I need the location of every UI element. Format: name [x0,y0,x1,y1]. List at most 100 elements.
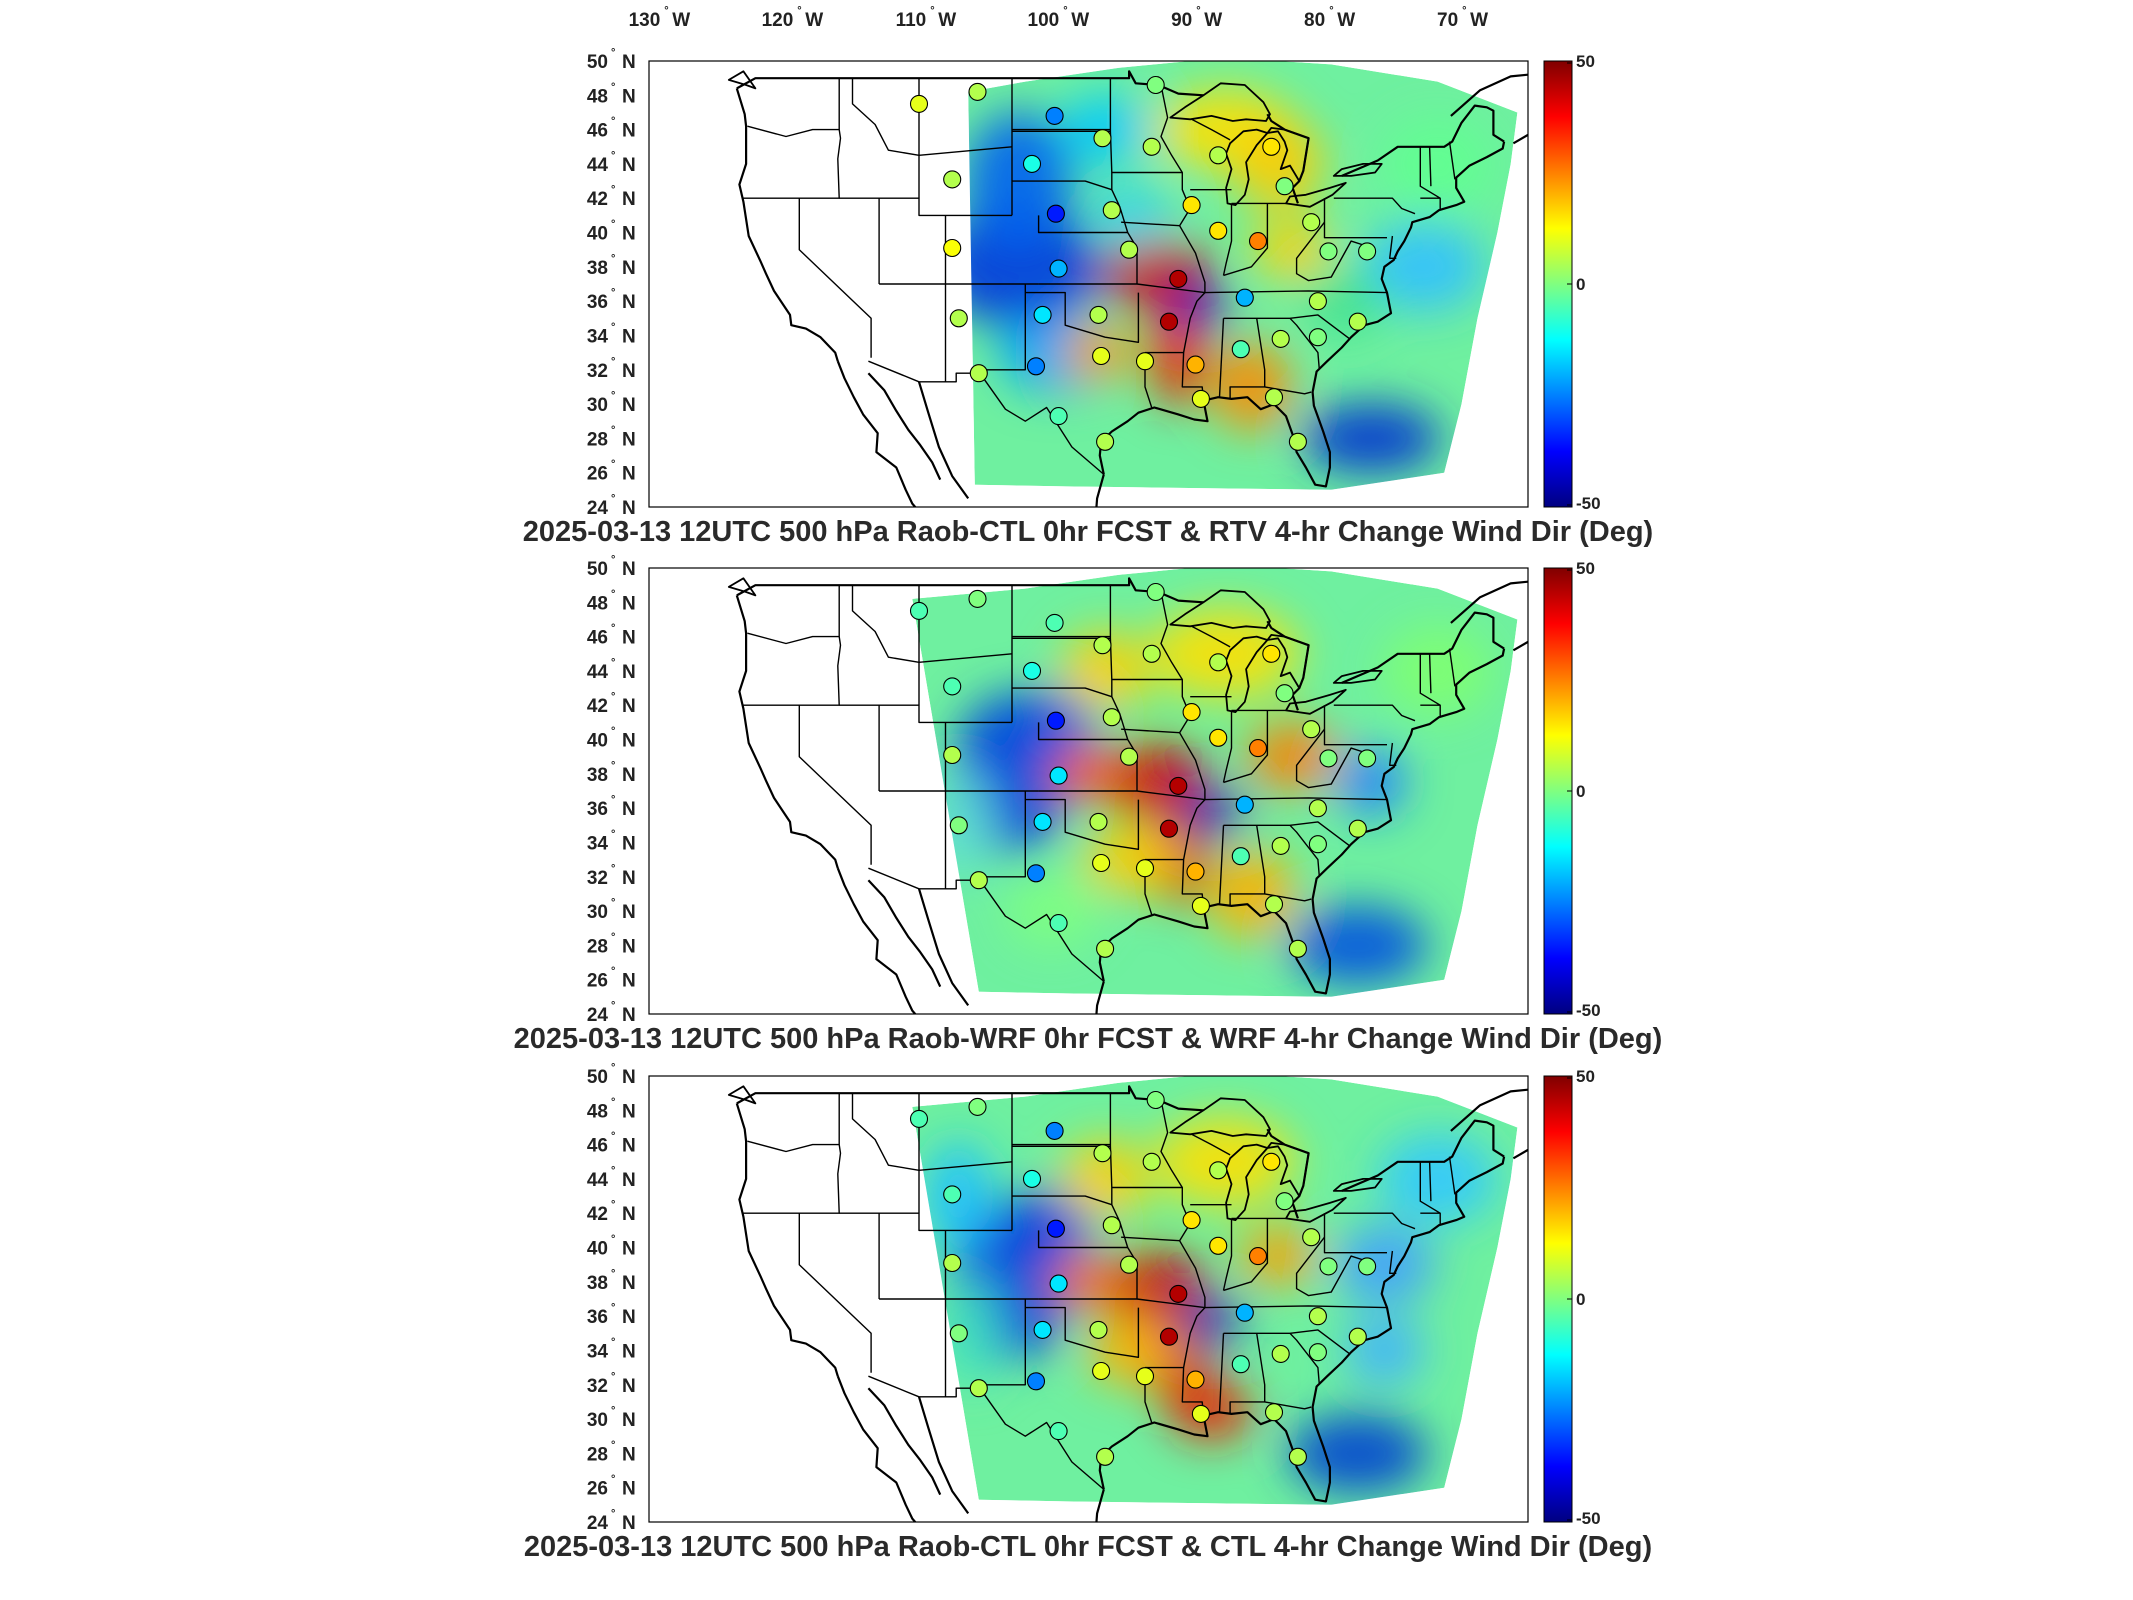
raob-station-marker [1045,1121,1064,1140]
raob-station-marker [1186,355,1205,374]
svg-text:N: N [622,395,636,416]
svg-text:50: 50 [587,1067,608,1088]
wind-direction-field [912,568,1518,997]
raob-station-marker [943,170,962,189]
svg-text:W: W [938,10,956,31]
raob-station-marker [969,871,988,890]
latitude-tick-labels: 50 ° N48 ° N46 ° N44 ° N42 ° N40 ° N38 ° N36 ° N34 ° N32 ° N… [587,1062,636,1534]
svg-text:N: N [622,936,636,957]
raob-station-marker [949,1324,968,1343]
raob-station-marker [1209,146,1228,165]
svg-text:°: ° [611,1268,615,1280]
lat-tick-label: 38 ° N [587,760,636,786]
svg-text:N: N [622,86,636,107]
svg-text:46: 46 [587,1136,608,1157]
svg-text:°: ° [611,321,615,333]
raob-station-marker [1231,847,1250,866]
raob-station-marker [969,1379,988,1398]
raob-station-marker [1308,799,1327,818]
lat-tick-label: 30 ° N [587,390,636,416]
raob-station-marker [1248,1247,1268,1266]
svg-text:N: N [622,628,636,649]
geographic-boundaries [727,70,1528,507]
raob-station-marker [1159,1327,1179,1346]
map-frame [648,567,1529,1015]
svg-text:N: N [622,1136,636,1157]
raob-station-marker [1288,432,1307,451]
raob-station-marker [1231,340,1250,359]
lat-tick-label: 36 ° N [587,794,636,820]
lon-tick-label: 120 ° W [762,5,824,31]
svg-text:28: 28 [587,1444,608,1465]
svg-text:36: 36 [587,1307,608,1328]
raob-station-marker [1302,720,1321,739]
raob-station-marker [1275,684,1294,703]
svg-text:N: N [622,868,636,889]
svg-text:N: N [622,902,636,923]
colorbar-tick-label: 50 [1576,559,1595,578]
raob-station-marker [1169,776,1188,795]
lat-tick-label: 24 ° N [587,1000,636,1026]
raob-station-marker [1262,1152,1281,1171]
raob-station-marker [1102,201,1121,220]
lat-tick-label: 32 ° N [587,356,636,382]
svg-text:N: N [622,559,636,580]
svg-text:46: 46 [587,628,608,649]
raob-station-marker [1358,749,1377,768]
svg-text:N: N [622,696,636,717]
raob-station-marker [1093,129,1112,148]
raob-station-marker [1026,1372,1046,1391]
raob-station-marker [1182,703,1201,722]
raob-station-marker [1182,196,1201,215]
raob-station-marker [1348,819,1367,838]
svg-text:°: ° [611,931,615,943]
svg-text:N: N [622,971,636,992]
raob-station-marker [949,309,968,328]
svg-text:N: N [622,1067,636,1088]
svg-text:N: N [622,361,636,382]
lat-tick-label: 42 ° N [587,184,636,210]
lat-tick-label: 32 ° N [587,863,636,889]
svg-text:42: 42 [587,189,608,210]
svg-text:°: ° [611,219,615,231]
lat-tick-label: 46 ° N [587,116,636,142]
svg-text:N: N [622,258,636,279]
svg-text:°: ° [611,287,615,299]
svg-text:46: 46 [587,121,608,142]
svg-text:°: ° [611,1405,615,1417]
svg-text:N: N [622,1410,636,1431]
raob-station-marker [1271,329,1290,348]
colorbar-tick-label: -50 [1576,1509,1601,1528]
lat-tick-label: 48 ° N [587,588,636,614]
raob-station-marker [1182,1211,1201,1230]
raob-station-marker [1308,328,1327,347]
svg-text:°: ° [611,253,615,265]
svg-text:44: 44 [587,1170,609,1191]
map-panel: 50 ° N48 ° N46 ° N44 ° N42 ° N40 ° N38 ° N36 ° N34 ° N32 ° N… [523,47,1653,548]
raob-station-marker [1235,795,1254,814]
svg-text:°: ° [611,1508,615,1520]
lat-tick-label: 36 ° N [587,1302,636,1328]
raob-station-marker [1046,1219,1065,1238]
svg-text:°: ° [611,1302,615,1314]
raob-station-marker [943,1185,962,1204]
raob-station-marker [1049,407,1068,426]
map-frame [648,60,1529,508]
raob-station-marker [1169,269,1188,288]
raob-station-marker [1033,812,1052,831]
raob-station-marker [1262,137,1281,156]
svg-text:40: 40 [587,731,608,752]
svg-text:°: ° [611,794,615,806]
svg-text:40: 40 [587,1239,608,1260]
svg-text:26: 26 [587,971,608,992]
raob-station-marker [1209,221,1228,240]
lat-tick-label: 28 ° N [587,1439,636,1465]
raob-station-marker [1033,1320,1052,1339]
raob-station-marker [1102,1216,1121,1235]
lon-tick-label: 70 ° W [1437,5,1488,31]
lat-tick-label: 24 ° N [587,1508,636,1534]
panel-title: 2025-03-13 12UTC 500 hPa Raob-CTL 0hr FC… [524,1531,1652,1563]
map-panels: 50 ° N48 ° N46 ° N44 ° N42 ° N40 ° N38 ° N36 ° N34 ° N32 ° N… [514,47,1663,1563]
svg-text:28: 28 [587,936,608,957]
svg-text:N: N [622,224,636,245]
